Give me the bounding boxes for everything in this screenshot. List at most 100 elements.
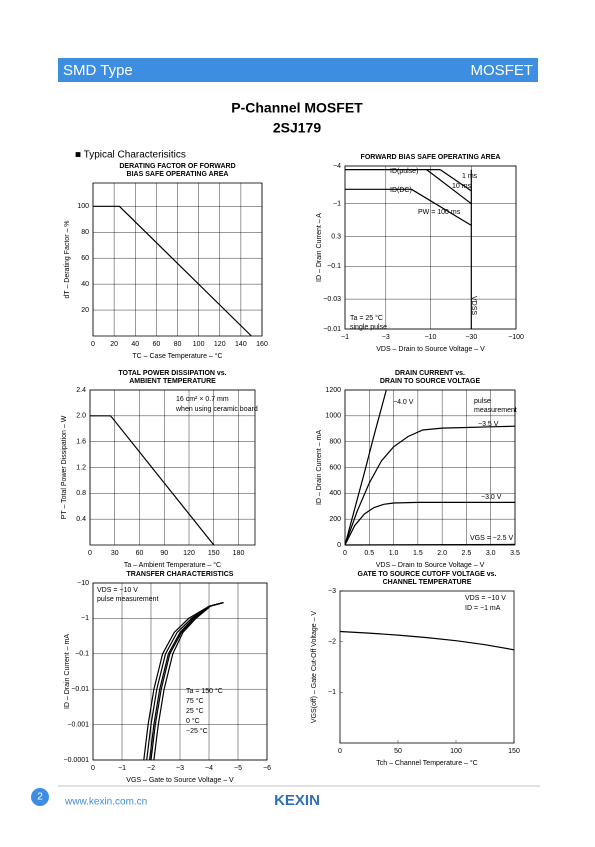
x-tick-label: 1.5	[413, 550, 423, 557]
data-line	[411, 188, 472, 226]
annotation: 16 cm² × 0.7 mm	[176, 396, 229, 403]
annotation: VDS = −10 V	[97, 587, 138, 594]
chart-title: DRAIN CURRENT vs.	[395, 370, 465, 377]
y-tick-label: −0.1	[327, 263, 341, 270]
x-tick-label: 2.5	[462, 550, 472, 557]
y-tick-label: 20	[81, 307, 89, 314]
annotation: when using ceramic board	[175, 406, 258, 413]
data-line	[90, 415, 215, 546]
y-axis-label: ID – Drain Current – mA	[64, 634, 71, 709]
x-tick-label: 160	[256, 341, 268, 348]
data-line	[344, 425, 516, 546]
x-tick-label: 80	[174, 341, 182, 348]
x-tick-label: 0.5	[364, 550, 374, 557]
x-tick-label: 140	[235, 341, 247, 348]
y-tick-label: 0	[337, 542, 341, 549]
series-label: ID(DC)	[390, 187, 412, 194]
footer-url: www.kexin.com.cn	[64, 797, 147, 808]
data-line	[344, 543, 516, 546]
x-tick-label: 30	[111, 550, 119, 557]
y-tick-label: −0.0001	[64, 757, 90, 764]
chart-title: GATE TO SOURCE CUTOFF VOLTAGE vs.	[358, 571, 497, 578]
y-tick-label: 2.0	[76, 413, 86, 420]
series-label: 25 °C	[186, 707, 204, 715]
data-line	[153, 602, 224, 761]
page-number: 2	[37, 792, 43, 803]
annotation: VDS = −10 V	[465, 595, 506, 602]
x-tick-label: −3	[382, 334, 390, 341]
x-tick-label: 1.0	[389, 550, 399, 557]
series-label: −25 °C	[186, 727, 208, 735]
y-tick-label: 800	[329, 439, 341, 446]
x-tick-label: 100	[450, 748, 462, 755]
data-line	[439, 169, 472, 192]
series-label: −4.0 V	[393, 399, 414, 406]
x-tick-label: −6	[263, 765, 271, 772]
x-tick-label: 150	[508, 748, 520, 755]
chart-title: DERATING FACTOR OF FORWARD	[119, 163, 235, 170]
chart-title: AMBIENT TEMPERATURE	[129, 378, 216, 385]
x-tick-label: −10	[425, 334, 437, 341]
y-tick-label: 1.6	[76, 439, 86, 446]
series-label: ID(pulse)	[390, 168, 418, 175]
x-axis-label: VGS – Gate to Source Voltage – V	[126, 777, 234, 784]
x-tick-label: 60	[136, 550, 144, 557]
x-tick-label: 0	[88, 550, 92, 557]
series-label: 10 ms	[452, 183, 472, 190]
y-axis-label: ID – Drain Current – A	[316, 213, 323, 282]
x-tick-label: −2	[147, 765, 155, 772]
y-tick-label: 600	[329, 464, 341, 471]
y-tick-label: 60	[81, 255, 89, 262]
series-label: PW = 100 ms	[418, 209, 461, 216]
y-tick-label: 1000	[325, 413, 341, 420]
x-tick-label: 120	[214, 341, 226, 348]
page-badge	[31, 788, 49, 806]
y-axis-label: ID – Drain Current – mA	[316, 430, 323, 505]
plot-frame	[339, 590, 515, 744]
x-axis-label: VDS – Drain to Source Voltage – V	[376, 562, 485, 569]
x-tick-label: −3	[176, 765, 184, 772]
section-title: ■ Typical Characterisitics	[75, 150, 186, 161]
y-tick-label: −1	[328, 689, 336, 696]
series-label: 1 ms	[462, 173, 478, 180]
chart-title: TOTAL POWER DISSIPATION vs.	[118, 370, 226, 377]
series-label: 75 °C	[186, 697, 204, 705]
y-tick-label: 200	[329, 516, 341, 523]
x-tick-label: 0	[338, 748, 342, 755]
brand: KEXIN	[274, 792, 320, 809]
y-axis-label: dT – Derating Factor – %	[64, 220, 71, 298]
x-tick-label: 180	[233, 550, 245, 557]
x-tick-label: 0	[343, 550, 347, 557]
doc-title: P-Channel MOSFET	[231, 100, 363, 116]
x-tick-label: −30	[465, 334, 477, 341]
y-tick-label: −0.001	[67, 721, 89, 728]
chart-title: FORWARD BIAS SAFE OPERATING AREA	[361, 154, 501, 161]
y-tick-label: −1	[81, 615, 89, 622]
x-tick-label: 20	[110, 341, 118, 348]
y-tick-label: 0.4	[76, 516, 86, 523]
data-line	[150, 602, 224, 761]
data-line	[344, 389, 387, 546]
data-line	[339, 630, 515, 651]
x-tick-label: 120	[183, 550, 195, 557]
annotation: Ta = 25 °C	[350, 314, 383, 322]
annotation: single pulse	[350, 324, 387, 331]
y-tick-label: 1.2	[76, 464, 86, 471]
y-tick-label: −3	[328, 588, 336, 595]
chart-title: CHANNEL TEMPERATURE	[383, 579, 472, 586]
y-axis-label: PT – Total Power Dissipation – W	[61, 415, 68, 519]
y-axis-label: VGS(off) – Gate Cut-Off Voltage – V	[311, 611, 318, 724]
data-line	[93, 205, 252, 337]
y-tick-label: 0.3	[331, 233, 341, 240]
y-tick-label: 2.4	[76, 387, 86, 394]
x-axis-label: TC – Case Temperature – °C	[132, 352, 222, 360]
x-tick-label: −1	[118, 765, 126, 772]
x-axis-label: Tch – Channel Temperature – °C	[376, 759, 478, 767]
x-axis-label: VDS – Drain to Source Voltage – V	[376, 346, 485, 353]
x-tick-label: 0	[91, 765, 95, 772]
x-tick-label: 90	[160, 550, 168, 557]
annotation: measurement	[474, 407, 517, 414]
x-tick-label: 3.0	[486, 550, 496, 557]
series-label: VGS = −2.5 V	[470, 535, 514, 542]
